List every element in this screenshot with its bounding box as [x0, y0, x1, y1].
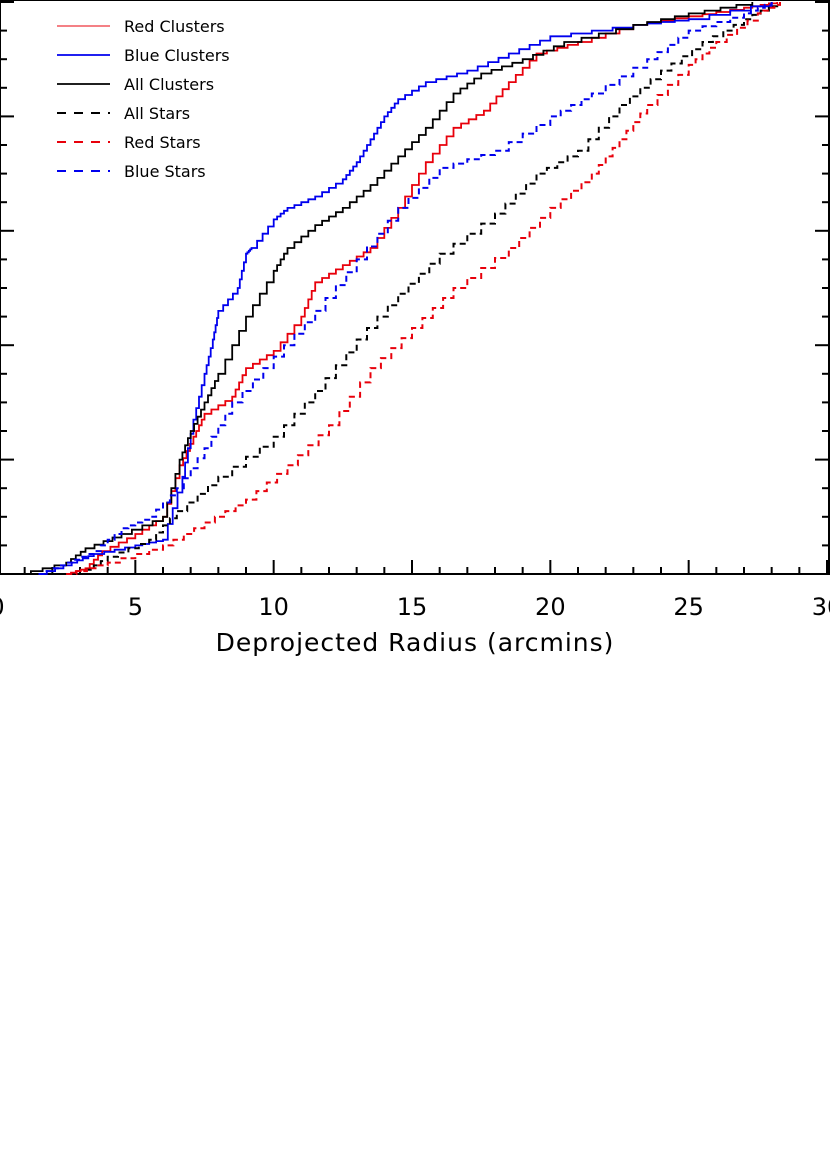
series-line-all-clusters: [19, 2, 754, 575]
legend-label: Blue Stars: [124, 162, 206, 181]
x-tick-label: 20: [535, 593, 566, 621]
x-tick-label: 0: [0, 593, 5, 621]
legend-label: Blue Clusters: [124, 46, 230, 65]
x-axis-label: Deprojected Radius (arcmins): [216, 628, 615, 657]
x-tick-label: 10: [258, 593, 289, 621]
legend-label: Red Stars: [124, 133, 201, 152]
legend-label: All Stars: [124, 104, 190, 123]
x-tick-labels: 0 5 10 15 20 25 30: [0, 593, 830, 621]
series-line-red-stars: [66, 2, 781, 575]
series-line-blue-clusters: [38, 2, 773, 575]
legend: Red Clusters Blue Clusters All Clusters All…: [57, 17, 230, 181]
x-tick-label: 30: [812, 593, 830, 621]
x-tick-label: 15: [397, 593, 428, 621]
x-tick-label: 5: [128, 593, 143, 621]
legend-label: Red Clusters: [124, 17, 225, 36]
series-layer: [19, 2, 781, 575]
axis-ticks: [0, 1, 829, 575]
x-tick-label: 25: [673, 593, 704, 621]
series-line-all-stars: [80, 2, 779, 575]
series-line-blue-stars: [38, 2, 773, 575]
legend-label: All Clusters: [124, 75, 214, 94]
